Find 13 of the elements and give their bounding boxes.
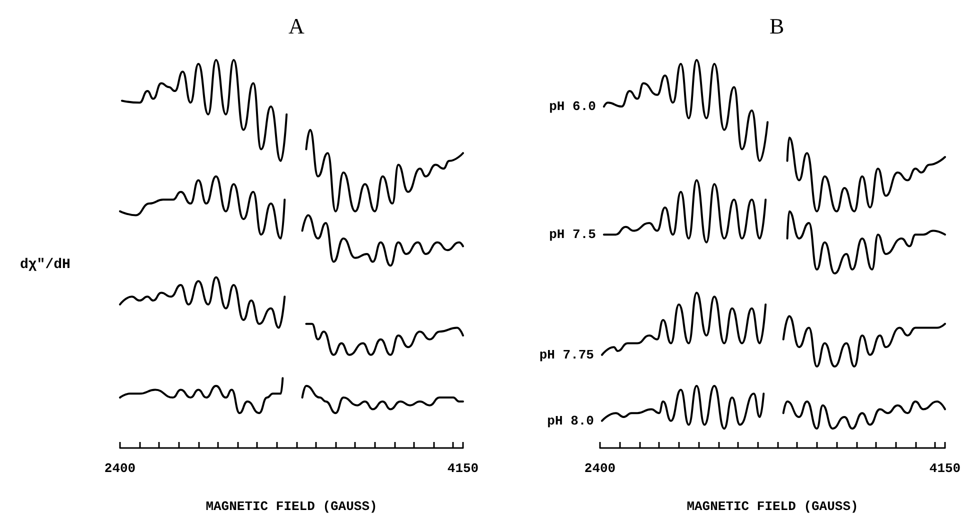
series-label: pH 7.75 (539, 347, 594, 362)
chart-title: A (288, 14, 304, 38)
series-label: pH 6.0 (549, 99, 596, 114)
series-label: pH 8.0 (547, 413, 594, 428)
x-tick-label: 4150 (447, 461, 479, 476)
x-axis-title: MAGNETIC FIELD (GAUSS) (686, 499, 858, 514)
chart-title: B (770, 14, 784, 38)
series-label: pH 7.5 (549, 227, 596, 242)
x-tick-label: 4150 (929, 461, 961, 476)
x-tick-label: 2400 (584, 461, 616, 476)
x-axis-title: MAGNETIC FIELD (GAUSS) (206, 499, 378, 514)
x-tick-label: 2400 (104, 461, 136, 476)
y-axis-title: dχ″/dH (20, 257, 70, 273)
